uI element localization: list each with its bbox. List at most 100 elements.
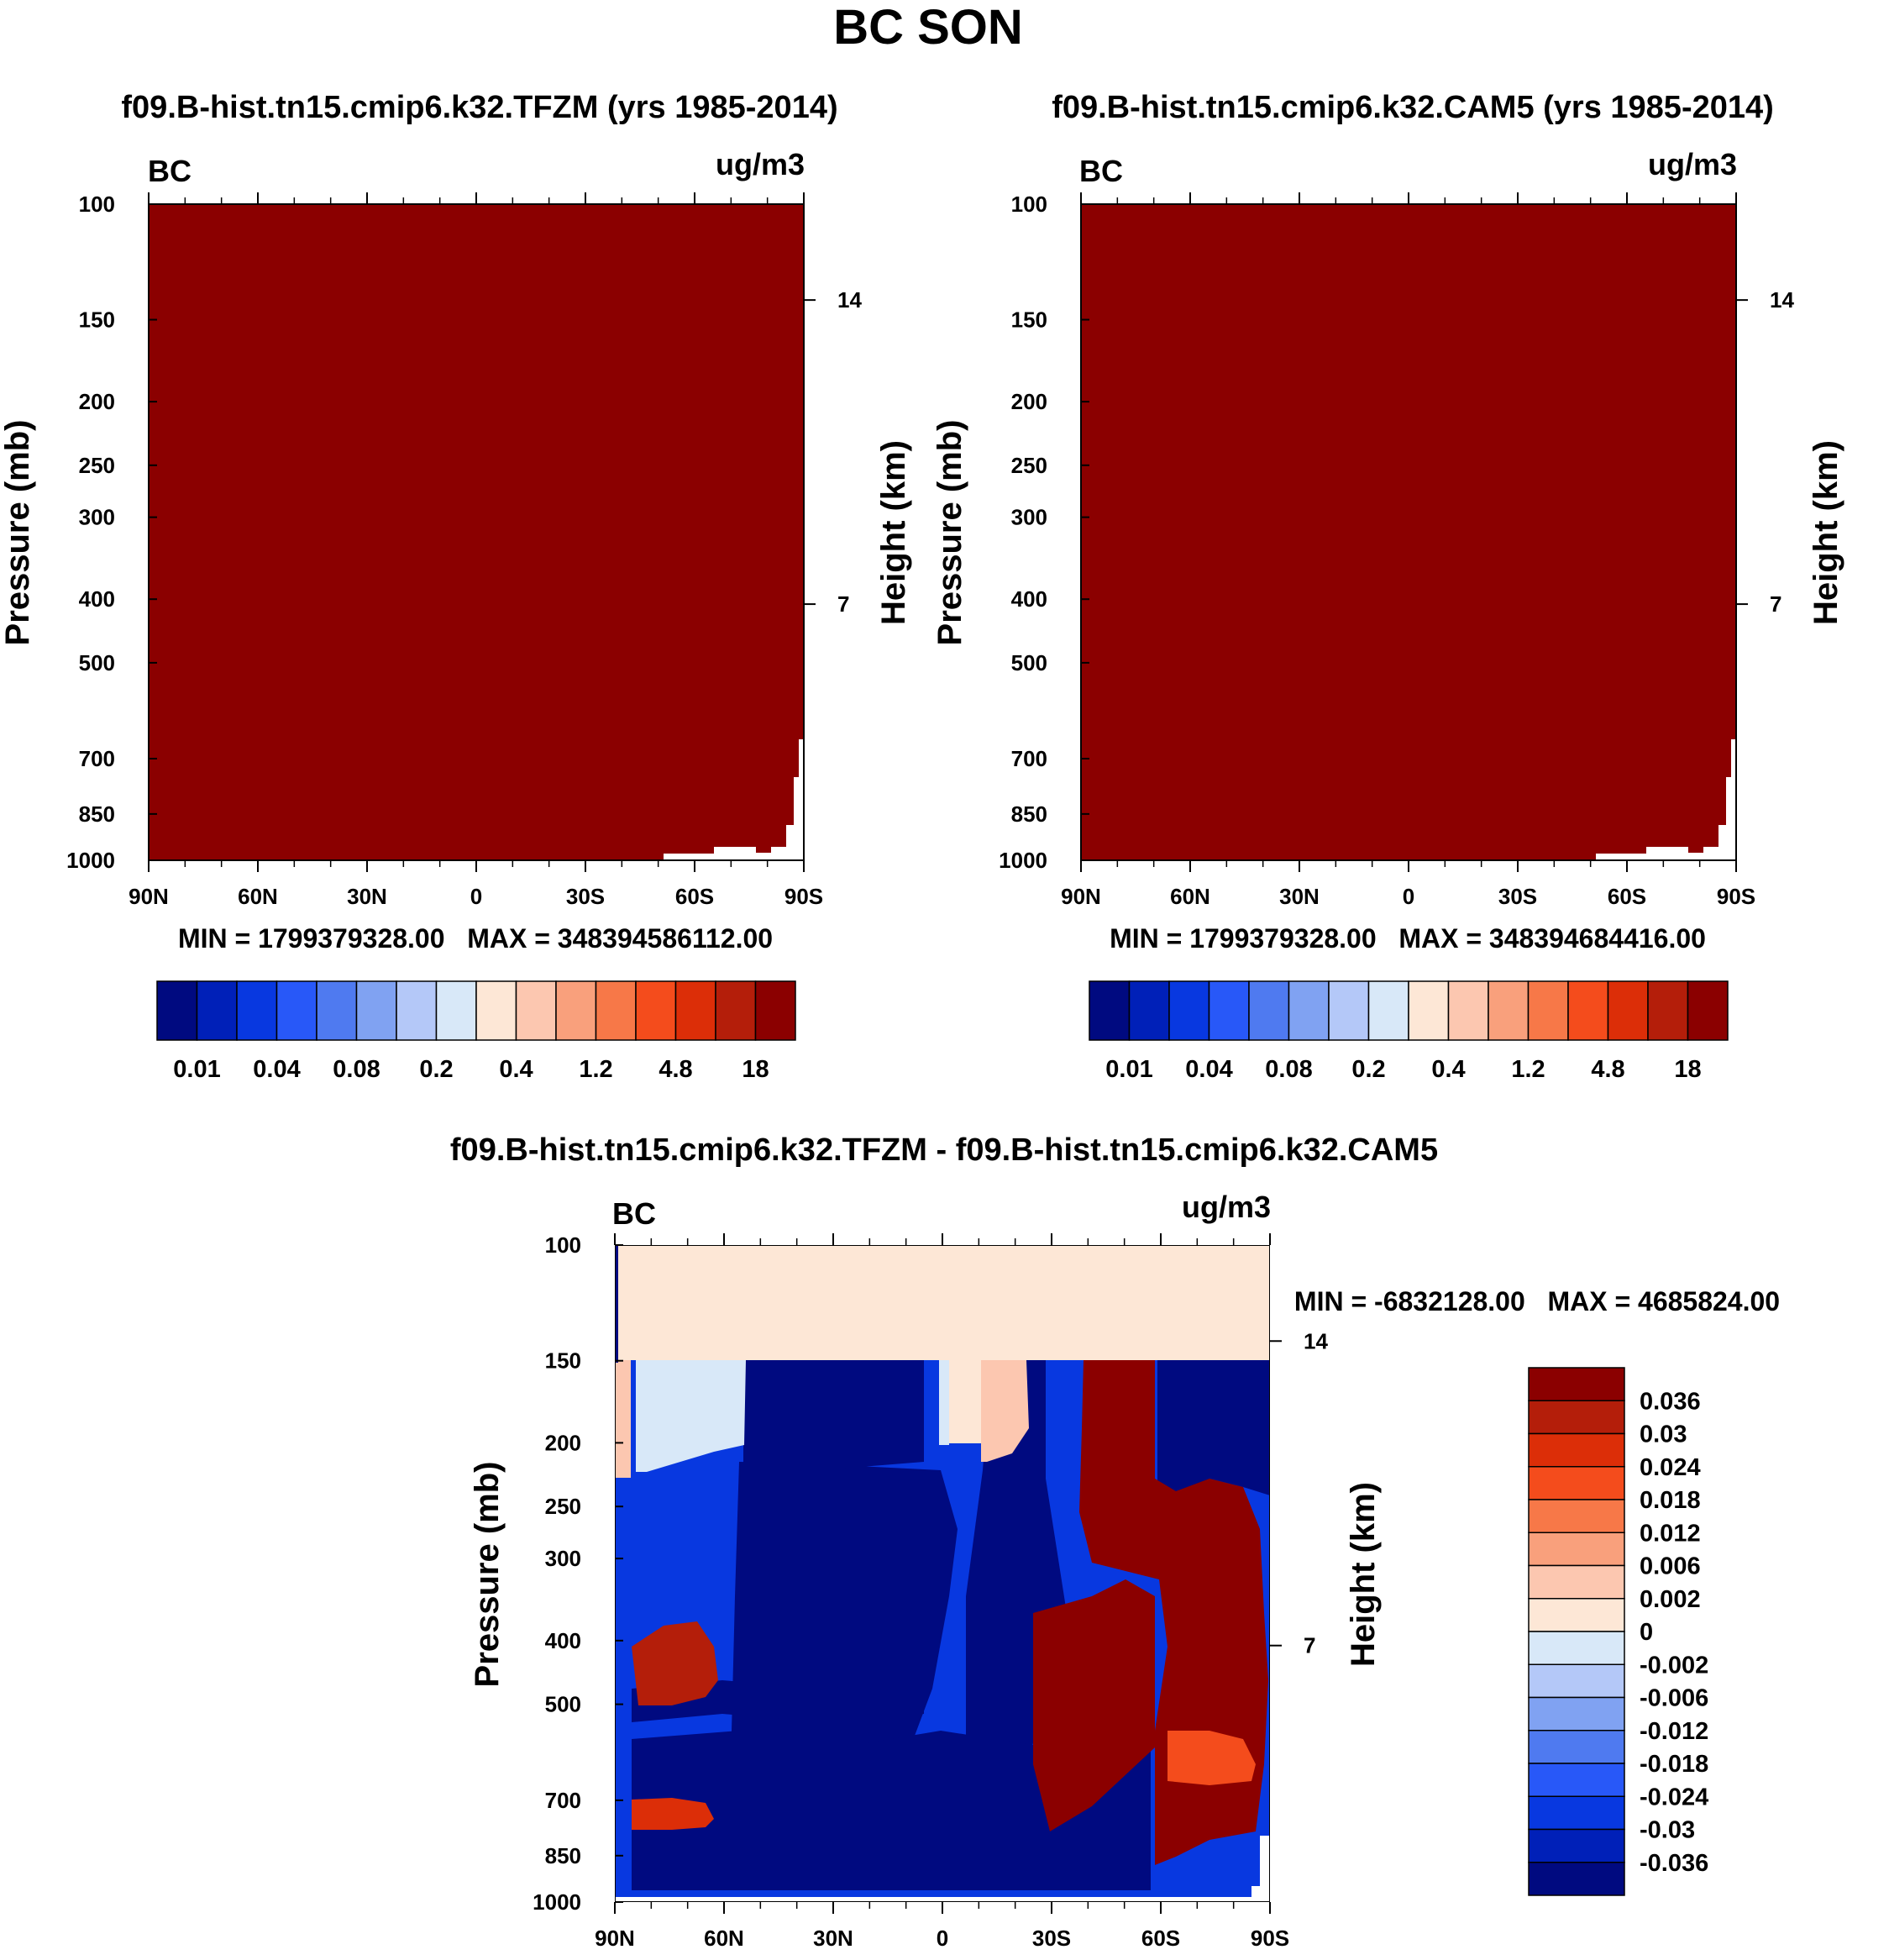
colorbar-swatch xyxy=(1128,980,1170,1041)
y-tick-label: 700 xyxy=(1011,746,1047,771)
colorbar-swatch xyxy=(275,980,317,1041)
panel-diff-ylabel-right: Height (km) xyxy=(1345,1482,1382,1667)
colorbar-swatch xyxy=(1367,980,1409,1041)
panel-tfzm: f09.B-hist.tn15.cmip6.k32.TFZM (yrs 1985… xyxy=(0,90,912,1083)
panel-cam5-ylabel-right: Height (km) xyxy=(1808,440,1844,625)
diff-peach-eq2 xyxy=(949,1360,981,1443)
x-tick-label: 30S xyxy=(1498,884,1537,909)
colorbar-swatch xyxy=(1567,980,1609,1041)
x-tick-label: 90N xyxy=(129,884,169,909)
colorbar-swatch xyxy=(1527,980,1569,1041)
y-tick-label: 300 xyxy=(79,505,115,530)
y-tick-label: 250 xyxy=(545,1494,581,1519)
panel-diff-corner-left: BC xyxy=(612,1196,656,1231)
y-tick-label: 850 xyxy=(79,801,115,827)
colorbar-label: 1.2 xyxy=(1511,1056,1545,1083)
x-tick-label: 60S xyxy=(1608,884,1646,909)
colorbar-swatch xyxy=(515,980,557,1041)
colorbar-swatch xyxy=(156,980,198,1041)
x-tick-label: 90S xyxy=(1251,1926,1289,1951)
diff-navy-upper-mid xyxy=(743,1360,924,1469)
y-tick-label: 400 xyxy=(1011,586,1047,612)
colorbar-swatch xyxy=(1528,1795,1625,1831)
colorbar-swatch xyxy=(1328,980,1370,1041)
height-tick-label: 7 xyxy=(1304,1633,1315,1658)
colorbar-label: 0.03 xyxy=(1640,1421,1687,1448)
y-tick-label: 400 xyxy=(79,586,115,612)
x-tick-label: 30S xyxy=(1032,1926,1071,1951)
panel-diff-minmax: MIN = -6832128.00 MAX = 4685824.00 xyxy=(1294,1286,1780,1316)
y-tick-label: 850 xyxy=(545,1843,581,1868)
panel-tfzm-colorbar: 0.01 0.04 0.08 0.2 0.4 1.2 4.8 18 xyxy=(156,980,796,1083)
panel-cam5-colorbar: 0.01 0.04 0.08 0.2 0.4 1.2 4.8 18 xyxy=(1089,980,1729,1083)
colorbar-label: 0.024 xyxy=(1640,1454,1701,1481)
colorbar-swatch xyxy=(1528,1564,1625,1600)
panel-diff-plot xyxy=(615,1245,1270,1902)
panel-cam5-field xyxy=(1081,204,1736,860)
colorbar-label: 0.012 xyxy=(1640,1520,1701,1547)
colorbar-label: -0.006 xyxy=(1640,1685,1708,1712)
colorbar-swatch xyxy=(555,980,597,1041)
colorbar-label: 0.04 xyxy=(1185,1056,1232,1083)
colorbar-swatch xyxy=(1248,980,1290,1041)
diff-orange-south xyxy=(1168,1731,1256,1785)
panel-tfzm-title: f09.B-hist.tn15.cmip6.k32.TFZM (yrs 1985… xyxy=(121,90,837,125)
y-tick-label: 150 xyxy=(79,307,115,333)
x-tick-label: 90S xyxy=(1717,884,1755,909)
panel-tfzm-ylabel: Pressure (mb) xyxy=(0,420,36,646)
colorbar-swatch xyxy=(1528,1696,1625,1731)
colorbar-label: -0.024 xyxy=(1640,1784,1708,1810)
diff-navy-lower xyxy=(632,1731,1151,1890)
colorbar-label: 1.2 xyxy=(579,1056,612,1083)
colorbar-swatch xyxy=(1528,1400,1625,1435)
colorbar-swatch xyxy=(1488,980,1530,1041)
diff-lightblue-nh xyxy=(636,1360,746,1472)
x-tick-label: 0 xyxy=(937,1926,948,1951)
colorbar-swatch xyxy=(1208,980,1250,1041)
colorbar-label: 0.002 xyxy=(1640,1586,1701,1613)
y-tick-label: 300 xyxy=(1011,505,1047,530)
colorbar-label: 0.4 xyxy=(1431,1056,1465,1083)
colorbar-label: -0.036 xyxy=(1640,1850,1708,1877)
colorbar-swatch xyxy=(1528,1730,1625,1764)
colorbar-label: 0.2 xyxy=(419,1056,453,1083)
colorbar-label: 0.036 xyxy=(1640,1388,1701,1415)
x-tick-label: 60S xyxy=(1141,1926,1180,1951)
y-tick-label: 1000 xyxy=(66,848,115,873)
y-tick-label: 700 xyxy=(545,1788,581,1813)
colorbar-swatch xyxy=(674,980,716,1041)
colorbar-label: 4.8 xyxy=(659,1056,692,1083)
diff-red-nh xyxy=(632,1621,718,1705)
x-tick-label: 60S xyxy=(675,884,714,909)
diff-peach-eq xyxy=(939,1360,949,1445)
colorbar-swatch xyxy=(1528,1499,1625,1533)
colorbar-swatch xyxy=(1528,1631,1625,1665)
diff-upper-band xyxy=(617,1245,1270,1360)
colorbar-swatch xyxy=(1687,980,1729,1041)
height-tick-label: 7 xyxy=(1770,591,1781,617)
panel-cam5-plot xyxy=(1080,203,1737,861)
y-tick-label: 150 xyxy=(1011,307,1047,333)
y-tick-label: 250 xyxy=(79,453,115,478)
colorbar-label: 0.01 xyxy=(173,1056,220,1083)
colorbar-label: -0.03 xyxy=(1640,1817,1695,1844)
colorbar-label: 0.4 xyxy=(499,1056,533,1083)
panel-cam5-title: f09.B-hist.tn15.cmip6.k32.CAM5 (yrs 1985… xyxy=(1052,90,1774,125)
colorbar-swatch xyxy=(1168,980,1210,1041)
panel-tfzm-corner-left: BC xyxy=(148,154,192,188)
panel-cam5-minmax: MIN = 1799379328.00 MAX = 348394684416.0… xyxy=(1110,923,1706,954)
x-tick-label: 60N xyxy=(704,1926,744,1951)
colorbar-label: 0.2 xyxy=(1351,1056,1385,1083)
diff-peach-s xyxy=(981,1360,1029,1462)
x-tick-label: 30S xyxy=(566,884,605,909)
colorbar-swatch xyxy=(396,980,438,1041)
height-tick-label: 14 xyxy=(1770,287,1794,313)
panel-diff-corner-right: ug/m3 xyxy=(1182,1190,1271,1224)
colorbar-swatch xyxy=(754,980,796,1041)
y-tick-label: 1000 xyxy=(533,1889,581,1915)
y-tick-label: 850 xyxy=(1011,801,1047,827)
colorbar-label: 0.08 xyxy=(1265,1056,1312,1083)
y-tick-label: 1000 xyxy=(999,848,1047,873)
y-tick-label: 700 xyxy=(79,746,115,771)
